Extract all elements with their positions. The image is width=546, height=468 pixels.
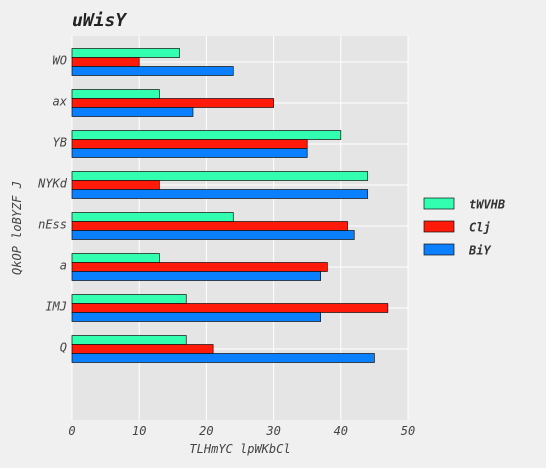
bar — [71, 57, 140, 67]
bar — [71, 107, 194, 117]
legend-swatch — [423, 243, 455, 256]
y-tick-label: IMJ — [45, 300, 67, 314]
bar — [71, 139, 308, 149]
bar — [71, 344, 214, 354]
chart-title: uWisY — [72, 10, 127, 31]
x-tick-label: 20 — [199, 424, 213, 438]
x-tick-label: 40 — [334, 424, 348, 438]
y-tick-label: Q — [60, 341, 67, 355]
y-axis-label: QkOP loBYZF J — [10, 181, 24, 275]
y-tick-label: a — [60, 259, 67, 273]
x-tick-label: 0 — [68, 424, 75, 438]
y-tick-label: ax — [53, 95, 68, 109]
bar — [71, 189, 369, 199]
legend-swatch — [423, 197, 455, 210]
x-tick-label: 10 — [132, 424, 146, 438]
bar — [71, 130, 342, 140]
bar — [71, 66, 234, 76]
bar — [71, 48, 180, 58]
bar — [71, 89, 160, 99]
bar — [71, 180, 160, 190]
bar — [71, 148, 308, 158]
bar — [71, 262, 328, 272]
y-tick-labels: WO ax YB NYKd nEss a IMJ Q — [37, 54, 68, 355]
y-tick-label: YB — [53, 136, 67, 150]
bar — [71, 212, 234, 222]
bar — [71, 230, 355, 240]
legend: tWVHB Clj BiY — [423, 197, 505, 258]
y-tick-label: WO — [53, 54, 67, 68]
x-tick-labels: 0 10 20 30 40 50 — [68, 424, 415, 438]
y-tick-label: NYKd — [37, 177, 68, 191]
bar — [71, 221, 348, 231]
legend-swatch — [423, 220, 455, 233]
bar — [71, 303, 389, 313]
legend-label: BiY — [468, 244, 491, 258]
y-tick-label: nEss — [38, 218, 67, 232]
bar — [71, 171, 369, 181]
bar — [71, 271, 321, 281]
x-axis-label: TLHmYC lpWKbCl — [189, 442, 290, 456]
legend-label: Clj — [469, 221, 491, 235]
bar — [71, 312, 321, 322]
x-tick-label: 30 — [265, 424, 280, 438]
x-tick-label: 50 — [401, 424, 415, 438]
bar — [71, 253, 160, 263]
bar — [71, 335, 187, 345]
legend-label: tWVHB — [469, 198, 505, 212]
bar — [71, 353, 375, 363]
bars — [71, 48, 389, 363]
bar — [71, 294, 187, 304]
bar — [71, 98, 274, 108]
